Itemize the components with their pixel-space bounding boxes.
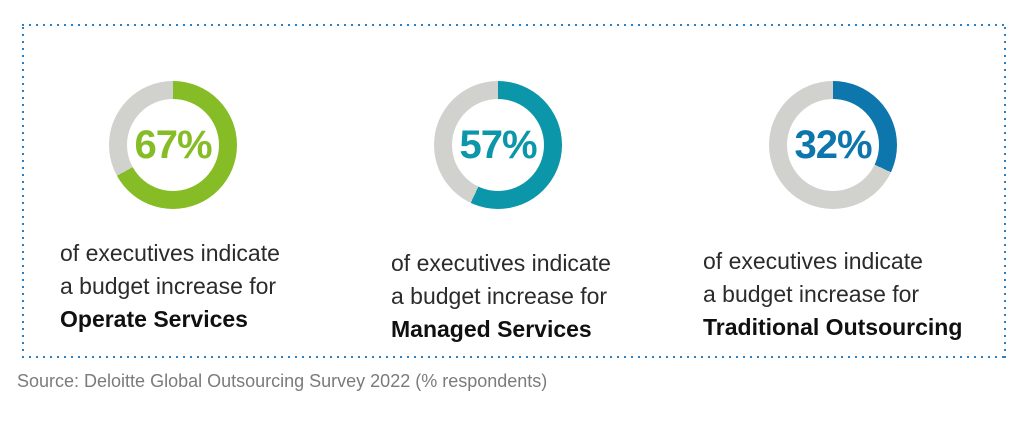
caption-line-2: a budget increase for — [703, 281, 920, 307]
caption-line-1: of executives indicate — [60, 240, 280, 266]
donut-hole: 67% — [127, 99, 219, 191]
source-note: Source: Deloitte Global Outsourcing Surv… — [17, 371, 548, 391]
donut-value-label: 57% — [459, 123, 537, 167]
donut-chart-traditional-outsourcing: 32% — [769, 81, 897, 209]
stat-caption-operate-services: of executives indicate a budget increase… — [60, 237, 280, 336]
caption-line-1: of executives indicate — [703, 248, 923, 274]
caption-line-2: a budget increase for — [391, 283, 608, 309]
donut-value-label: 32% — [794, 123, 872, 167]
category-label: Managed Services — [391, 316, 592, 342]
donut-value-label: 67% — [134, 123, 212, 167]
donut-hole: 32% — [787, 99, 879, 191]
donut-chart-operate-services: 67% — [109, 81, 237, 209]
stat-caption-traditional-outsourcing: of executives indicate a budget increase… — [703, 245, 962, 344]
donut-hole: 57% — [452, 99, 544, 191]
stat-caption-managed-services: of executives indicate a budget increase… — [391, 247, 611, 346]
caption-line-1: of executives indicate — [391, 250, 611, 276]
category-label: Operate Services — [60, 306, 248, 332]
donut-chart-managed-services: 57% — [434, 81, 562, 209]
category-label: Traditional Outsourcing — [703, 314, 963, 340]
caption-line-2: a budget increase for — [60, 273, 277, 299]
